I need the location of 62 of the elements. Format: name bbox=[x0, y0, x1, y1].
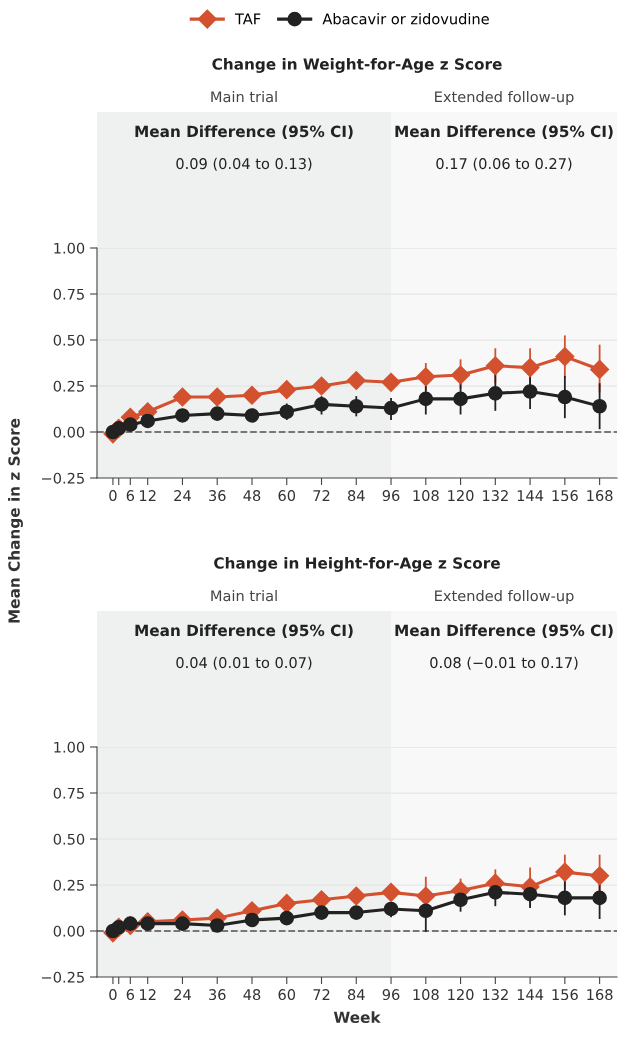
text: Mean Difference (95% CI) bbox=[135, 125, 353, 139]
chart-title: Change in Weight-for-Age z Score bbox=[212, 57, 502, 73]
x-tick-label: 144 bbox=[517, 490, 544, 501]
x-tick-label: 48 bbox=[243, 490, 261, 502]
x-tick-label: 0 bbox=[109, 490, 117, 502]
band-label: Main trial bbox=[211, 589, 277, 602]
x-tick-label: 132 bbox=[483, 490, 508, 502]
x-tick-label: 96 bbox=[382, 989, 400, 1001]
x-tick-label: 36 bbox=[209, 989, 226, 1001]
y-tick-label: 1.00 bbox=[54, 242, 85, 254]
y-tick-label: 0.50 bbox=[53, 334, 85, 346]
y-tick-label: 1.00 bbox=[54, 741, 85, 753]
x-tick-label: 24 bbox=[174, 490, 191, 501]
band-label: Extended follow-up bbox=[435, 90, 574, 106]
x-tick-label: 156 bbox=[552, 989, 578, 1001]
y-tick-label: 0.25 bbox=[53, 380, 84, 392]
x-tick-label: 72 bbox=[313, 490, 330, 501]
x-tick-label: 132 bbox=[483, 989, 508, 1001]
x-tick-label: 156 bbox=[552, 490, 578, 502]
text: 0.09 (0.04 to 0.13) bbox=[176, 157, 312, 171]
x-tick-label: 144 bbox=[517, 989, 544, 1000]
x-tick-label: 120 bbox=[448, 989, 474, 1001]
chart-title: Change in Height-for-Age z Score bbox=[214, 556, 500, 572]
text: Mean Difference (95% CI) bbox=[135, 624, 353, 638]
y-tick-label: 0.75 bbox=[53, 787, 84, 799]
x-tick-label: 72 bbox=[313, 989, 330, 1000]
x-tick-label: 6 bbox=[126, 989, 135, 1001]
y-tick-label: 0.00 bbox=[53, 925, 85, 937]
y-tick-label: 0.50 bbox=[53, 833, 85, 845]
x-tick-label: 96 bbox=[382, 490, 400, 502]
x-tick-label: 108 bbox=[413, 989, 439, 1001]
x-tick-label: 12 bbox=[140, 989, 156, 1000]
legend-label: TAF bbox=[234, 13, 261, 25]
x-tick-label: 48 bbox=[243, 989, 261, 1001]
x-tick-label: 24 bbox=[174, 989, 191, 1000]
text: 0.04 (0.01 to 0.07) bbox=[176, 656, 312, 670]
y-tick-label: −0.25 bbox=[42, 472, 84, 484]
text: 0.17 (0.06 to 0.27) bbox=[436, 157, 572, 171]
x-tick-label: 60 bbox=[278, 490, 296, 502]
x-tick-label: 6 bbox=[126, 490, 135, 502]
text: Mean Difference (95% CI) bbox=[395, 624, 613, 638]
y-axis-title: Mean Change in z Score bbox=[8, 418, 23, 623]
y-tick-label: 0.25 bbox=[53, 879, 84, 891]
legend-label: Abacavir or zidovudine bbox=[322, 13, 489, 25]
x-tick-label: 36 bbox=[209, 490, 226, 502]
x-axis-title: Week bbox=[333, 1011, 381, 1024]
x-tick-label: 120 bbox=[448, 490, 474, 502]
x-tick-label: 0 bbox=[109, 989, 117, 1001]
x-tick-label: 168 bbox=[587, 490, 613, 502]
x-tick-label: 84 bbox=[347, 989, 365, 1001]
band-label: Main trial bbox=[211, 90, 277, 103]
text: 0.08 (−0.01 to 0.17) bbox=[430, 656, 578, 670]
y-tick-label: −0.25 bbox=[42, 971, 84, 983]
text: Mean Difference (95% CI) bbox=[395, 125, 613, 139]
x-tick-label: 60 bbox=[278, 989, 296, 1001]
x-tick-label: 12 bbox=[140, 490, 156, 501]
x-tick-label: 84 bbox=[347, 490, 365, 502]
x-tick-label: 168 bbox=[587, 989, 613, 1001]
band-label: Extended follow-up bbox=[435, 589, 574, 605]
y-tick-label: 0.75 bbox=[53, 288, 84, 300]
x-tick-label: 108 bbox=[413, 490, 439, 502]
y-tick-label: 0.00 bbox=[53, 426, 85, 438]
